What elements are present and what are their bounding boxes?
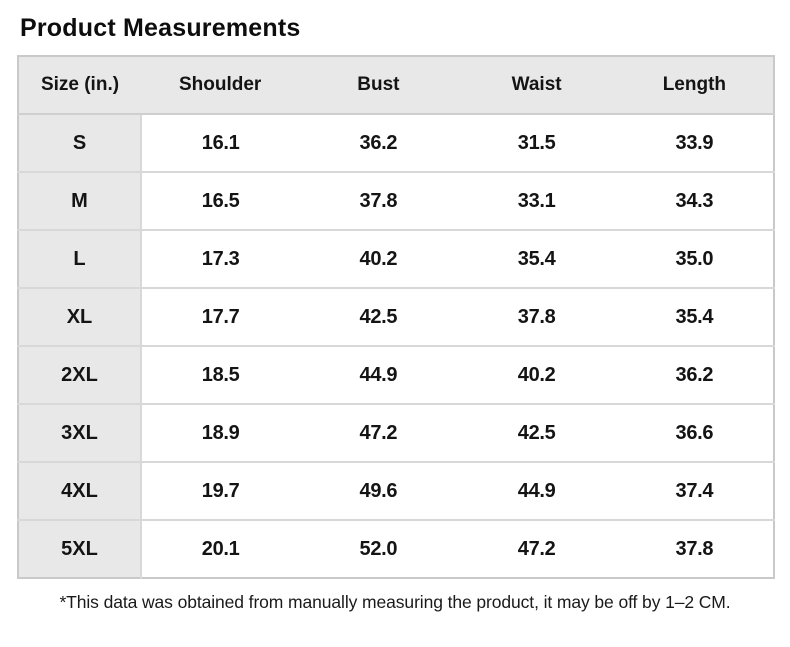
- measurement-cell: 19.7: [141, 461, 300, 520]
- measurement-cell: 40.2: [299, 229, 458, 288]
- measurement-cell: 36.2: [615, 345, 774, 404]
- measurement-cell: 52.0: [299, 519, 458, 578]
- measurement-cell: 36.6: [615, 403, 774, 462]
- header-row: Size (in.) Shoulder Bust Waist Length: [18, 56, 774, 115]
- measurement-cell: 37.8: [299, 171, 458, 230]
- measurement-cell: 16.1: [141, 114, 300, 172]
- measurement-cell: 37.8: [615, 519, 774, 578]
- size-cell: 3XL: [18, 403, 142, 462]
- measurement-cell: 18.5: [141, 345, 300, 404]
- measurement-cell: 44.9: [299, 345, 458, 404]
- column-header-length: Length: [615, 56, 774, 115]
- column-header-size: Size (in.): [18, 56, 141, 115]
- size-cell: 4XL: [18, 461, 142, 520]
- measurement-cell: 37.8: [457, 287, 616, 346]
- size-cell: 5XL: [18, 519, 142, 578]
- table-row: S 16.1 36.2 31.5 33.9: [18, 114, 774, 172]
- measurement-cell: 44.9: [457, 461, 616, 520]
- measurement-cell: 40.2: [457, 345, 616, 404]
- column-header-waist: Waist: [457, 56, 616, 115]
- measurement-cell: 42.5: [457, 403, 616, 462]
- measurement-cell: 16.5: [141, 171, 300, 230]
- measurement-cell: 17.7: [141, 287, 300, 346]
- measurement-cell: 31.5: [457, 114, 616, 172]
- size-cell: S: [18, 114, 142, 172]
- measurement-cell: 47.2: [299, 403, 458, 462]
- table-row: 2XL 18.5 44.9 40.2 36.2: [18, 345, 774, 404]
- measurement-cell: 17.3: [141, 229, 300, 288]
- measurements-table: Size (in.) Shoulder Bust Waist Length S …: [17, 55, 775, 579]
- size-cell: L: [18, 229, 142, 288]
- measurement-cell: 35.4: [457, 229, 616, 288]
- measurement-cell: 49.6: [299, 461, 458, 520]
- measurement-cell: 34.3: [615, 171, 774, 230]
- table-row: 3XL 18.9 47.2 42.5 36.6: [18, 403, 774, 462]
- measurement-cell: 37.4: [615, 461, 774, 520]
- size-cell: XL: [18, 287, 142, 346]
- measurement-cell: 36.2: [299, 114, 458, 172]
- measurement-cell: 35.0: [615, 229, 774, 288]
- table-row: 4XL 19.7 49.6 44.9 37.4: [18, 461, 774, 520]
- measurement-cell: 18.9: [141, 403, 300, 462]
- column-header-shoulder: Shoulder: [141, 56, 300, 115]
- table-row: L 17.3 40.2 35.4 35.0: [18, 229, 774, 288]
- measurement-cell: 33.9: [615, 114, 774, 172]
- measurement-cell: 47.2: [457, 519, 616, 578]
- page-title: Product Measurements: [20, 14, 301, 42]
- size-cell: 2XL: [18, 345, 142, 404]
- measurement-cell: 35.4: [615, 287, 774, 346]
- table-row: 5XL 20.1 52.0 47.2 37.8: [18, 519, 774, 578]
- measurement-cell: 33.1: [457, 171, 616, 230]
- measurement-cell: 42.5: [299, 287, 458, 346]
- column-header-bust: Bust: [299, 56, 458, 115]
- table-row: XL 17.7 42.5 37.8 35.4: [18, 287, 774, 346]
- measurement-disclaimer: *This data was obtained from manually me…: [59, 592, 731, 612]
- size-cell: M: [18, 171, 142, 230]
- table-row: M 16.5 37.8 33.1 34.3: [18, 171, 774, 230]
- measurement-cell: 20.1: [141, 519, 300, 578]
